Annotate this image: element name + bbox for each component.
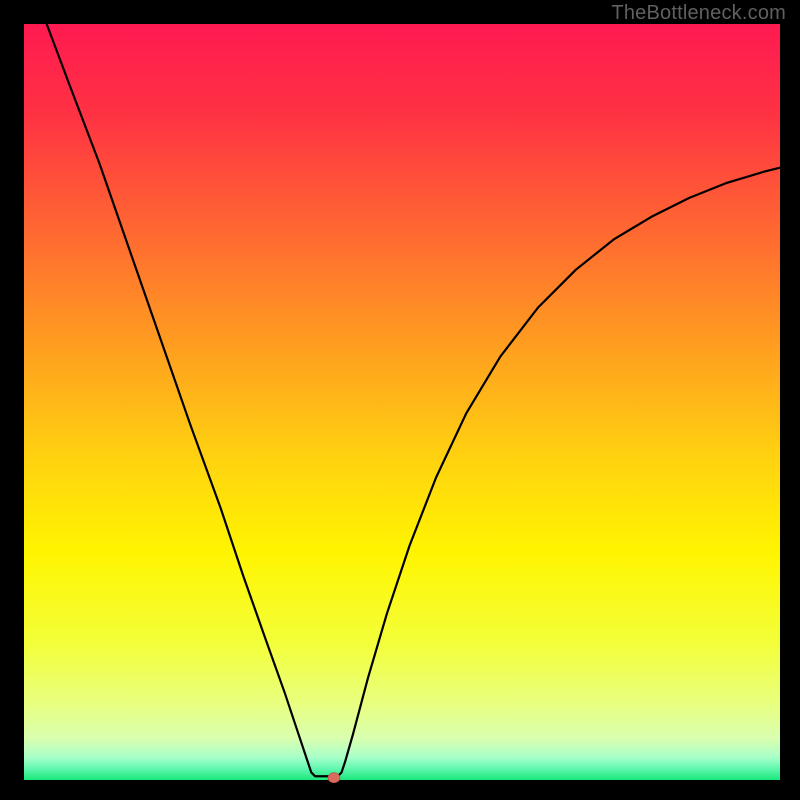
- plot-background: [24, 24, 780, 780]
- watermark-text: TheBottleneck.com: [611, 2, 786, 25]
- bottleneck-chart: [0, 0, 800, 800]
- optimal-marker: [328, 773, 340, 783]
